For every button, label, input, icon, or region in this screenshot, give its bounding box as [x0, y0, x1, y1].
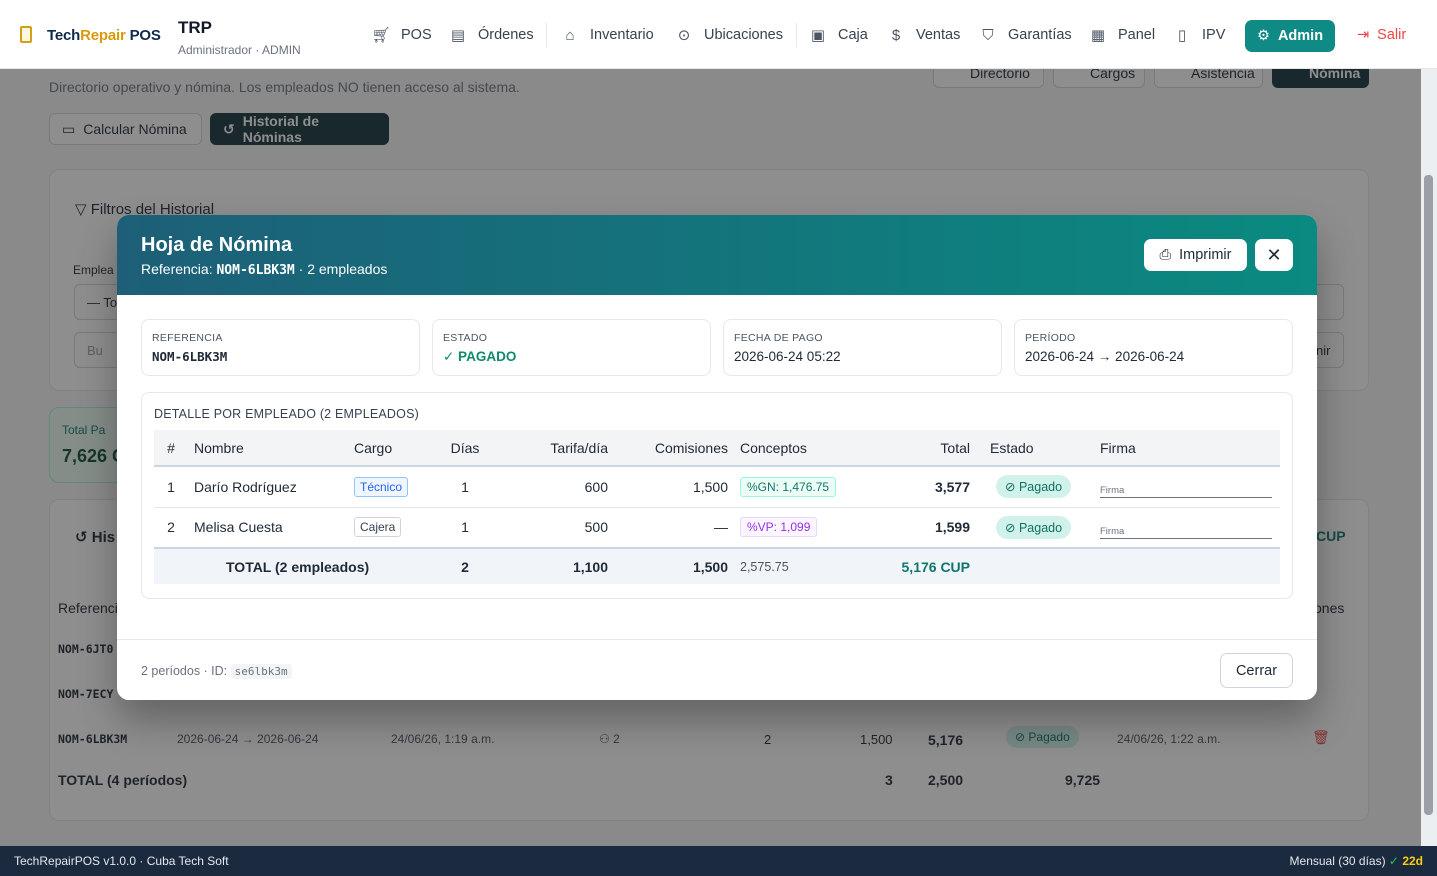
- col-header: Comisiones: [614, 430, 734, 467]
- role-tag: Cajera: [354, 517, 402, 538]
- info-card-period: PERÍODO 2026-06-24 → 2026-06-24: [1014, 319, 1293, 376]
- table-header-row: # Nombre Cargo Días Tarifa/día Comisione…: [154, 430, 1280, 467]
- signature-line: Firma: [1100, 516, 1272, 539]
- info-card-payment-date: FECHA DE PAGO 2026-06-24 05:22: [723, 319, 1002, 376]
- modal-subtitle: Referencia: NOM-6LBK3M · 2 empleados: [141, 261, 388, 278]
- nav-inventario[interactable]: ⌂ Inventario: [560, 22, 653, 48]
- nav-panel[interactable]: ▦ Panel: [1088, 22, 1155, 48]
- gear-icon: ⚙: [1256, 28, 1270, 44]
- check-circle-icon: ⊘: [1005, 480, 1019, 495]
- clipboard-icon: ▤: [450, 27, 466, 44]
- nav-ventas[interactable]: $ Ventas: [886, 22, 961, 48]
- version-text: TechRepairPOS v1.0.0 · Cuba Tech Soft: [14, 854, 229, 868]
- totals-row: TOTAL (2 empleados) 2 1,100 1,500 2,575.…: [154, 547, 1280, 584]
- nav-garantias[interactable]: ⛉ Garantías: [978, 22, 1071, 48]
- concept-tag: %GN: 1,476.75: [740, 476, 837, 497]
- brand-logo[interactable]: TechRepair POS: [47, 27, 161, 44]
- nav-admin-button[interactable]: ⚙ Admin: [1245, 20, 1335, 52]
- concept-tag: %VP: 1,099: [740, 517, 818, 538]
- col-header: Cargo: [348, 430, 440, 467]
- nav-pos[interactable]: 🛒︎ POS: [371, 27, 432, 44]
- table-row: 1 Darío Rodríguez Técnico 1 600 1,500 %G…: [154, 466, 1280, 508]
- modal-footer: 2 períodos · ID: se6lbk3m Cerrar: [117, 639, 1317, 700]
- app-footer: TechRepairPOS v1.0.0 · Cuba Tech Soft Me…: [0, 846, 1437, 876]
- dashboard-grid-icon: ▦: [1090, 27, 1106, 44]
- user-role: Administrador · ADMIN: [178, 43, 301, 57]
- col-header: Tarifa/día: [490, 430, 614, 467]
- nav-divider: [796, 23, 797, 47]
- nav-ordenes[interactable]: ▤ Órdenes: [448, 22, 534, 48]
- col-header: Estado: [976, 430, 1094, 467]
- col-header: Días: [440, 430, 490, 467]
- print-button[interactable]: ⎙ Imprimir: [1144, 239, 1247, 271]
- info-card-reference: REFERENCIA NOM-6LBK3M: [141, 319, 420, 376]
- detail-title: DETALLE POR EMPLEADO (2 EMPLEADOS): [154, 407, 419, 421]
- scrollbar-thumb[interactable]: [1424, 175, 1433, 815]
- org-name: TRP: [178, 18, 212, 37]
- employee-detail-panel: DETALLE POR EMPLEADO (2 EMPLEADOS) # Nom…: [141, 392, 1293, 599]
- cerrar-button[interactable]: Cerrar: [1220, 653, 1293, 688]
- nav-ipv[interactable]: ▯ IPV: [1172, 22, 1226, 48]
- role-tag: Técnico: [354, 476, 409, 497]
- phone-logo-icon: [20, 26, 32, 43]
- shield-check-icon: ⛉: [982, 26, 994, 44]
- logout-icon: ⇥: [1357, 27, 1370, 43]
- check-circle-icon: ⊘: [1005, 520, 1019, 535]
- printer-icon: ⎙: [1159, 247, 1172, 263]
- cart-icon: 🛒︎: [371, 27, 391, 44]
- nav-caja[interactable]: ▣ Caja: [808, 22, 868, 48]
- subscription-status: Mensual (30 días) ✓ 22d: [1289, 854, 1423, 868]
- col-header: Total: [852, 430, 976, 467]
- wallet-icon: ▣: [810, 27, 826, 44]
- modal-header: Hoja de Nómina Referencia: NOM-6LBK3M · …: [117, 215, 1317, 295]
- nav-ubicaciones[interactable]: ⊙ Ubicaciones: [674, 22, 783, 48]
- nav-divider: [546, 23, 547, 47]
- col-header: Conceptos: [734, 430, 852, 467]
- signature-line: Firma: [1100, 475, 1272, 499]
- status-badge: ⊘ Pagado: [996, 515, 1072, 539]
- status-badge: ⊘ Pagado: [996, 475, 1072, 499]
- info-card-status: ESTADO ✓ PAGADO: [432, 319, 711, 376]
- modal-title: Hoja de Nómina: [141, 234, 293, 256]
- close-icon[interactable]: ✕: [1255, 239, 1293, 271]
- col-header: Nombre: [188, 430, 348, 467]
- warehouse-icon: ⌂: [565, 26, 575, 44]
- top-navbar: TechRepair POS TRP Administrador · ADMIN…: [0, 0, 1437, 69]
- logout-button[interactable]: ⇥ Salir: [1357, 27, 1407, 43]
- col-header: Firma: [1094, 430, 1280, 467]
- map-pin-icon: ⊙: [677, 27, 691, 44]
- page-scrollbar[interactable]: [1421, 69, 1437, 846]
- document-icon: ▯: [1177, 27, 1187, 44]
- footer-info: 2 períodos · ID: se6lbk3m: [141, 664, 292, 679]
- receipt-icon: $: [891, 26, 901, 44]
- col-header: #: [154, 430, 188, 467]
- payroll-sheet-modal: Hoja de Nómina Referencia: NOM-6LBK3M · …: [117, 215, 1317, 700]
- payroll-table: # Nombre Cargo Días Tarifa/día Comisione…: [154, 430, 1280, 584]
- table-row: 2 Melisa Cuesta Cajera 1 500 — %VP: 1,09…: [154, 507, 1280, 549]
